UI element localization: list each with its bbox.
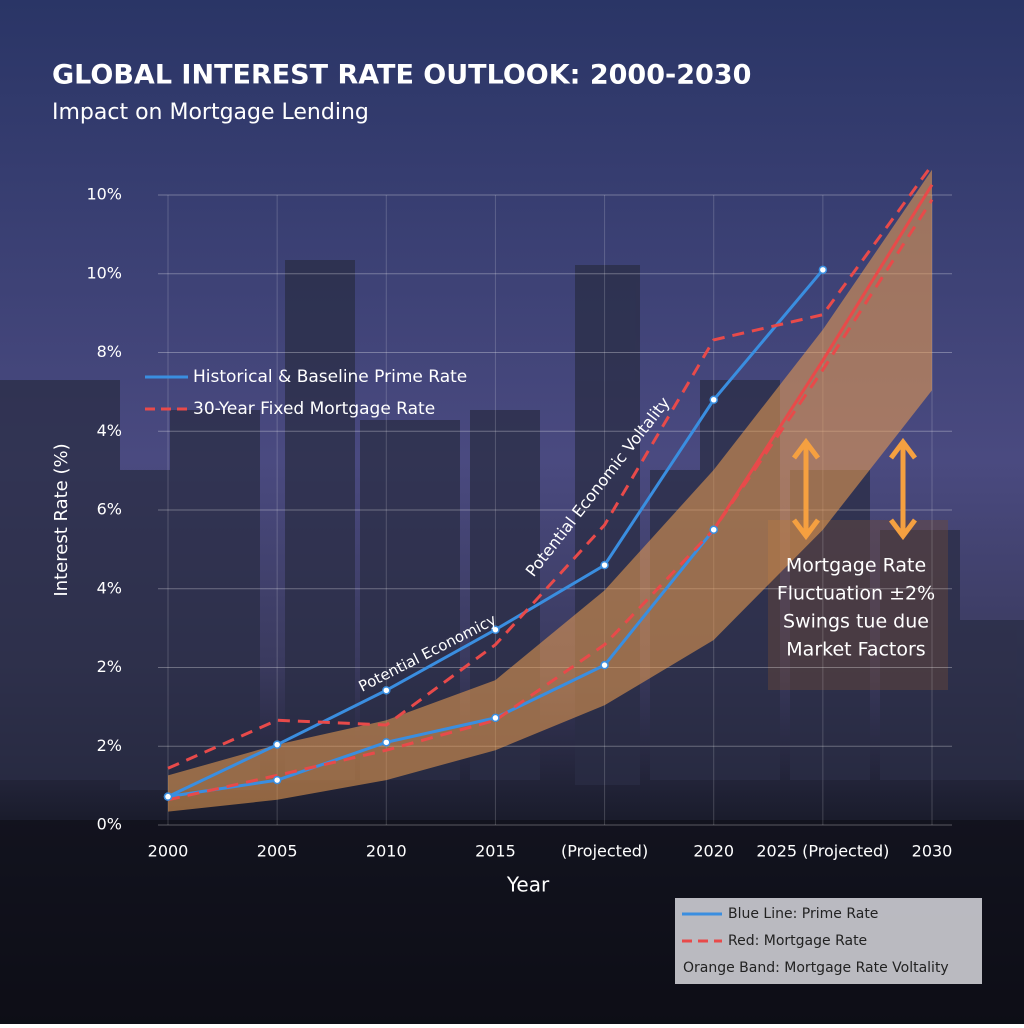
- point: [272, 775, 282, 785]
- point: [600, 560, 609, 570]
- key-box: [675, 898, 982, 984]
- y-tick-label: 10%: [86, 185, 122, 204]
- chart-title: GLOBAL INTEREST RATE OUTLOOK: 2000-2030: [52, 60, 751, 91]
- point: [382, 686, 391, 695]
- point: [709, 525, 718, 534]
- x-tick-label: 2010: [366, 842, 407, 861]
- x-tick-label: 2015: [475, 842, 516, 861]
- point: [709, 395, 718, 404]
- series-line: [167, 198, 934, 802]
- note-line: Mortgage Rate: [786, 555, 926, 577]
- point: [600, 660, 609, 670]
- note-line: Fluctuation ±2%: [777, 583, 935, 605]
- x-tick-label: (Projected): [561, 842, 648, 861]
- key-label: Orange Band: Mortgage Rate Voltality: [683, 960, 949, 976]
- note-line: Market Factors: [786, 639, 925, 661]
- arrow: [889, 437, 917, 541]
- key-label: Blue Line: Prime Rate: [728, 906, 878, 922]
- y-axis-label: Interest Rate (%): [51, 443, 72, 596]
- point: [491, 625, 500, 634]
- series-line: [167, 164, 934, 770]
- chart-subtitle: Impact on Mortgage Lending: [52, 100, 369, 125]
- y-tick-label: 4%: [97, 578, 122, 597]
- x-axis-label: Year: [506, 873, 550, 897]
- point: [491, 713, 500, 723]
- y-tick-label: 8%: [97, 342, 122, 361]
- point: [818, 265, 828, 275]
- x-tick-label: 2000: [148, 842, 189, 861]
- point: [272, 740, 282, 749]
- point: [382, 738, 391, 747]
- series-line: [712, 183, 934, 531]
- series-line: [167, 528, 715, 799]
- y-tick-label: 2%: [97, 736, 122, 755]
- y-tick-label: 10%: [86, 263, 122, 282]
- x-tick-label: 2005: [257, 842, 298, 861]
- legend-label: Historical & Baseline Prime Rate: [193, 367, 467, 387]
- y-tick-label: 4%: [97, 421, 122, 440]
- x-tick-label: 2020: [693, 842, 734, 861]
- point: [163, 792, 173, 801]
- key-label: Red: Mortgage Rate: [728, 933, 867, 949]
- legend-label: 30-Year Fixed Mortgage Rate: [193, 399, 435, 419]
- arrow: [792, 437, 820, 541]
- y-tick-label: 0%: [97, 815, 122, 834]
- y-tick-label: 6%: [97, 500, 122, 519]
- x-tick-label: 2030: [912, 842, 953, 861]
- x-tick-label: 2025 (Projected): [756, 842, 889, 861]
- y-tick-label: 2%: [97, 657, 122, 676]
- note-line: Swings tue due: [783, 611, 929, 633]
